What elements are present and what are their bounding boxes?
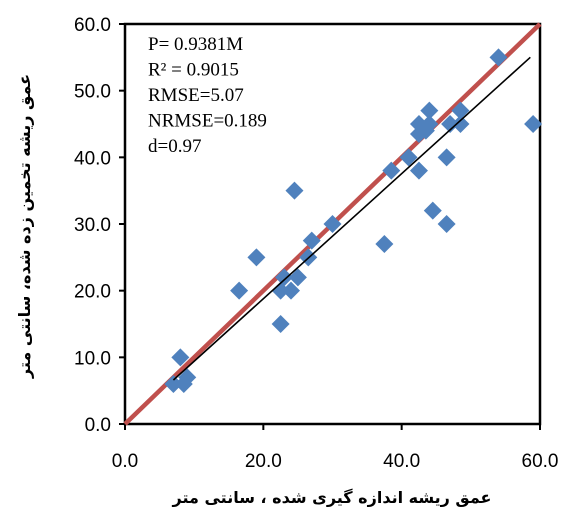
trend-line (172, 56, 531, 381)
stats-annotation: P= 0.9381M (148, 34, 243, 55)
y-tick-label: 40.0 (74, 148, 111, 169)
y-tick-label: 30.0 (74, 215, 111, 236)
data-point (282, 281, 300, 300)
data-point (437, 148, 456, 167)
stats-annotation: NRMSE=0.189 (148, 111, 267, 132)
stats-annotation: R² = 0.9015 (148, 60, 239, 81)
x-tick-label: 0.0 (112, 451, 138, 472)
y-axis-label: عمق ریشه تخمین زده شده، سانتی متر (15, 74, 34, 379)
data-point (178, 368, 197, 387)
y-tick-label: 50.0 (74, 82, 111, 103)
stats-annotation: d=0.97 (148, 136, 201, 157)
y-tick-label: 60.0 (74, 15, 111, 36)
data-point (441, 115, 460, 133)
data-point (247, 248, 266, 267)
data-point (420, 101, 439, 120)
data-point (275, 268, 294, 287)
data-point (375, 235, 394, 253)
data-point (416, 121, 435, 140)
data-point (399, 148, 418, 167)
data-point (271, 315, 290, 333)
y-tick-label: 10.0 (74, 348, 111, 369)
x-axis-label: عمق ریشه اندازه گیری شده ، سانتی متر (172, 488, 492, 507)
stats-annotations: P= 0.9381M R² = 0.9015 RMSE=5.07 NRMSE=0.18… (148, 34, 267, 157)
data-point (323, 215, 342, 233)
data-point (489, 48, 508, 67)
data-point (437, 215, 456, 233)
y-axis-ticks: 0.0 10.0 20.0 30.0 40.0 50.0 60.0 (74, 15, 125, 436)
data-point (524, 115, 543, 133)
data-point (420, 115, 439, 133)
data-point (171, 348, 190, 367)
data-point (230, 281, 249, 300)
data-point (302, 231, 321, 250)
data-point (451, 115, 470, 133)
x-tick-label: 40.0 (383, 451, 420, 472)
data-point (423, 201, 442, 220)
x-tick-label: 60.0 (522, 451, 559, 472)
data-point (164, 375, 183, 393)
y-tick-label: 0.0 (85, 415, 111, 436)
y-tick-label: 20.0 (74, 282, 111, 303)
stats-annotation: RMSE=5.07 (148, 85, 244, 106)
data-point (285, 181, 304, 200)
x-axis-ticks: 0.0 20.0 40.0 60.0 (112, 424, 559, 472)
data-points (164, 48, 543, 393)
data-point (288, 268, 307, 287)
data-point (451, 101, 470, 120)
data-point (382, 161, 401, 180)
data-point (409, 161, 428, 180)
x-tick-label: 20.0 (245, 451, 282, 472)
